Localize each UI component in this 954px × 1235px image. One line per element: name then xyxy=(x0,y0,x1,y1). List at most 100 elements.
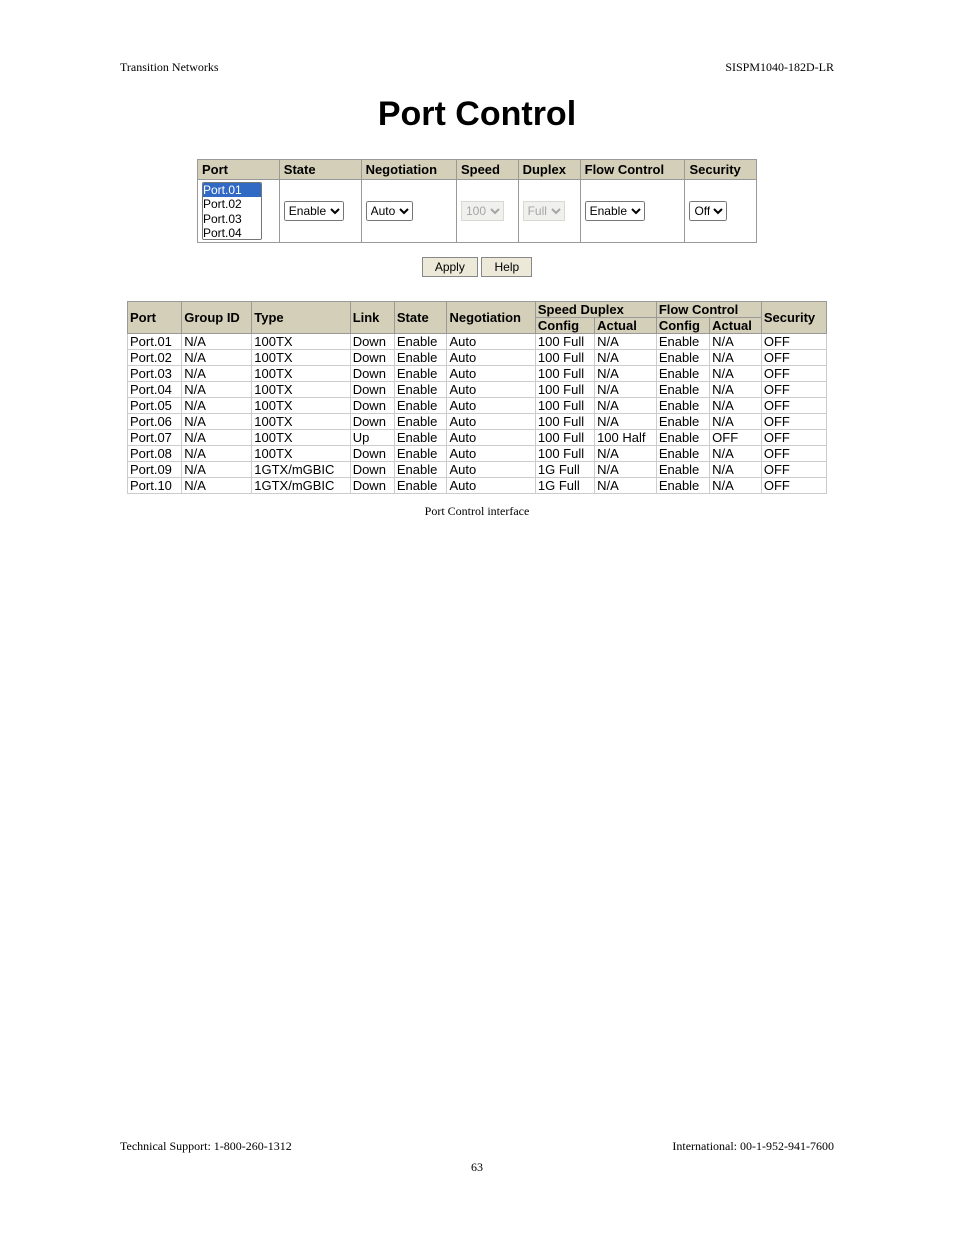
table-row: Port.09N/A1GTX/mGBICDownEnableAuto1G Ful… xyxy=(128,462,827,478)
port-option[interactable]: Port.03 xyxy=(203,212,261,226)
cell-sd_actual: N/A xyxy=(595,398,657,414)
h-fc-actual: Actual xyxy=(710,318,762,334)
cell-state: Enable xyxy=(394,446,447,462)
port-option[interactable]: Port.01 xyxy=(203,183,261,197)
cell-group_id: N/A xyxy=(182,462,252,478)
cell-sd_config: 100 Full xyxy=(535,366,594,382)
cell-negotiation: Auto xyxy=(447,350,535,366)
cell-state: Enable xyxy=(394,430,447,446)
port-option[interactable]: Port.02 xyxy=(203,197,261,211)
table-row: Port.01N/A100TXDownEnableAuto100 FullN/A… xyxy=(128,334,827,350)
cell-type: 1GTX/mGBIC xyxy=(252,478,350,494)
cell-fc_actual: N/A xyxy=(710,462,762,478)
cell-link: Up xyxy=(350,430,394,446)
cell-fc_actual: N/A xyxy=(710,334,762,350)
h-port: Port xyxy=(128,302,182,334)
table-row: Port.03N/A100TXDownEnableAuto100 FullN/A… xyxy=(128,366,827,382)
cell-fc_config: Enable xyxy=(656,462,709,478)
cell-sd_config: 100 Full xyxy=(535,414,594,430)
header-left: Transition Networks xyxy=(120,60,219,75)
cell-fc_actual: N/A xyxy=(710,398,762,414)
cell-group_id: N/A xyxy=(182,382,252,398)
cell-fc_config: Enable xyxy=(656,398,709,414)
cell-type: 1GTX/mGBIC xyxy=(252,462,350,478)
cell-fc_config: Enable xyxy=(656,334,709,350)
apply-button[interactable]: Apply xyxy=(422,257,478,277)
port-control-panel: Port State Negotiation Speed Duplex Flow… xyxy=(197,159,757,277)
port-listbox[interactable]: Port.01Port.02Port.03Port.04 xyxy=(202,182,262,240)
cell-sd_config: 100 Full xyxy=(535,382,594,398)
cell-group_id: N/A xyxy=(182,446,252,462)
cell-fc_actual: N/A xyxy=(710,478,762,494)
h-sd-actual: Actual xyxy=(595,318,657,334)
cell-link: Down xyxy=(350,446,394,462)
button-row: Apply Help xyxy=(197,257,757,277)
cell-fc_config: Enable xyxy=(656,382,709,398)
cell-type: 100TX xyxy=(252,398,350,414)
page-title: Port Control xyxy=(120,95,834,134)
cell-link: Down xyxy=(350,334,394,350)
cell-link: Down xyxy=(350,382,394,398)
header-right: SISPM1040-182D-LR xyxy=(725,60,834,75)
help-button[interactable]: Help xyxy=(481,257,532,277)
h-fc-config: Config xyxy=(656,318,709,334)
cell-negotiation: Auto xyxy=(447,382,535,398)
h-security: Security xyxy=(761,302,826,334)
table-row: Port.02N/A100TXDownEnableAuto100 FullN/A… xyxy=(128,350,827,366)
state-select[interactable]: Enable xyxy=(284,201,344,221)
cell-type: 100TX xyxy=(252,382,350,398)
cell-security: OFF xyxy=(761,414,826,430)
cell-link: Down xyxy=(350,478,394,494)
table-row: Port.07N/A100TXUpEnableAuto100 Full100 H… xyxy=(128,430,827,446)
cell-port: Port.06 xyxy=(128,414,182,430)
cell-security: OFF xyxy=(761,382,826,398)
negotiation-select[interactable]: Auto xyxy=(366,201,413,221)
cell-link: Down xyxy=(350,414,394,430)
col-security: Security xyxy=(685,160,757,180)
cell-port: Port.08 xyxy=(128,446,182,462)
security-select[interactable]: Off xyxy=(689,201,727,221)
footer-right: International: 00-1-952-941-7600 xyxy=(672,1139,834,1154)
port-option[interactable]: Port.04 xyxy=(203,226,261,240)
cell-sd_actual: N/A xyxy=(595,478,657,494)
cell-fc_config: Enable xyxy=(656,366,709,382)
h-negotiation: Negotiation xyxy=(447,302,535,334)
duplex-select[interactable]: Full xyxy=(523,201,565,221)
cell-negotiation: Auto xyxy=(447,478,535,494)
cell-sd_config: 100 Full xyxy=(535,350,594,366)
cell-state: Enable xyxy=(394,414,447,430)
control-table: Port State Negotiation Speed Duplex Flow… xyxy=(197,159,757,243)
cell-group_id: N/A xyxy=(182,350,252,366)
cell-type: 100TX xyxy=(252,334,350,350)
cell-fc_actual: N/A xyxy=(710,414,762,430)
flow-control-select[interactable]: Enable xyxy=(585,201,645,221)
cell-sd_actual: N/A xyxy=(595,462,657,478)
cell-security: OFF xyxy=(761,430,826,446)
cell-port: Port.10 xyxy=(128,478,182,494)
cell-group_id: N/A xyxy=(182,414,252,430)
status-table: Port Group ID Type Link State Negotiatio… xyxy=(127,301,827,494)
speed-select[interactable]: 100 xyxy=(461,201,504,221)
cell-sd_actual: N/A xyxy=(595,366,657,382)
cell-sd_config: 100 Full xyxy=(535,430,594,446)
cell-sd_config: 1G Full xyxy=(535,462,594,478)
col-flow-control: Flow Control xyxy=(580,160,685,180)
col-port: Port xyxy=(198,160,280,180)
cell-port: Port.03 xyxy=(128,366,182,382)
cell-port: Port.04 xyxy=(128,382,182,398)
cell-type: 100TX xyxy=(252,350,350,366)
cell-fc_config: Enable xyxy=(656,430,709,446)
cell-sd_actual: 100 Half xyxy=(595,430,657,446)
cell-link: Down xyxy=(350,366,394,382)
cell-group_id: N/A xyxy=(182,430,252,446)
cell-sd_actual: N/A xyxy=(595,350,657,366)
cell-negotiation: Auto xyxy=(447,366,535,382)
cell-state: Enable xyxy=(394,462,447,478)
cell-negotiation: Auto xyxy=(447,334,535,350)
cell-link: Down xyxy=(350,462,394,478)
h-speed-duplex: Speed Duplex xyxy=(535,302,656,318)
cell-port: Port.05 xyxy=(128,398,182,414)
h-sd-config: Config xyxy=(535,318,594,334)
cell-fc_actual: OFF xyxy=(710,430,762,446)
cell-sd_config: 100 Full xyxy=(535,398,594,414)
